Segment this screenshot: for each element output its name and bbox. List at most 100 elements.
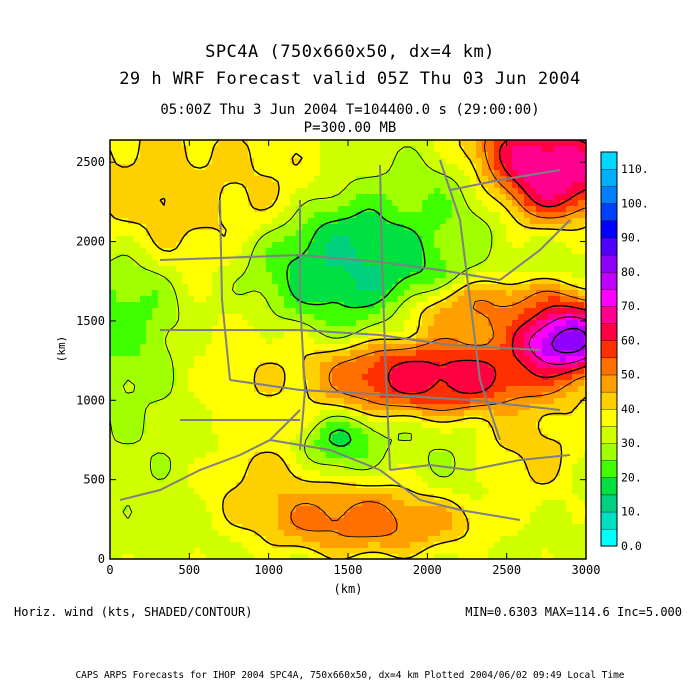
field-cell [500,482,507,489]
field-cell [500,446,507,453]
field-cell [518,176,525,183]
field-cell [404,236,411,243]
field-cell [320,350,327,357]
field-cell [560,398,567,405]
field-cell [290,374,297,381]
field-cell [500,194,507,201]
field-cell [260,140,267,147]
field-cell [170,320,177,327]
field-cell [500,200,507,207]
field-cell [122,152,129,159]
field-cell [170,362,177,369]
field-cell [236,158,243,165]
field-cell [134,242,141,249]
field-cell [134,440,141,447]
field-cell [260,158,267,165]
field-cell [212,200,219,207]
field-cell [182,194,189,201]
field-cell [338,410,345,417]
field-cell [554,218,561,225]
field-cell [566,272,573,279]
field-cell [194,476,201,483]
field-cell [362,458,369,465]
field-cell [254,236,261,243]
field-cell [230,320,237,327]
field-cell [572,356,579,363]
field-cell [548,230,555,237]
field-cell [128,170,135,177]
field-cell [308,182,315,189]
field-cell [302,368,309,375]
field-cell [440,452,447,459]
field-cell [284,140,291,147]
field-cell [308,326,315,333]
field-cell [548,260,555,267]
field-cell [128,254,135,261]
field-cell [428,284,435,291]
field-cell [308,200,315,207]
field-cell [482,362,489,369]
field-cell [212,470,219,477]
field-cell [170,158,177,165]
field-cell [230,176,237,183]
field-cell [386,302,393,309]
field-cell [350,470,357,477]
field-cell [176,494,183,501]
field-cell [116,320,123,327]
field-cell [428,494,435,501]
field-cell [386,362,393,369]
field-cell [536,284,543,291]
field-cell [506,362,513,369]
field-cell [212,350,219,357]
field-cell [350,488,357,495]
field-cell [116,494,123,501]
field-cell [296,398,303,405]
field-cell [284,260,291,267]
field-cell [554,140,561,147]
field-cell [500,296,507,303]
field-cell [566,500,573,507]
field-cell [326,224,333,231]
field-cell [242,194,249,201]
field-cell [122,200,129,207]
field-cell [566,482,573,489]
field-cell [182,242,189,249]
field-cell [416,410,423,417]
field-cell [188,200,195,207]
field-cell [224,464,231,471]
field-cell [224,452,231,459]
field-cell [218,452,225,459]
field-cell [578,416,585,423]
field-cell [392,464,399,471]
field-cell [302,428,309,435]
field-cell [494,458,501,465]
field-cell [470,332,477,339]
field-cell [494,446,501,453]
field-cell [248,374,255,381]
field-cell [422,254,429,261]
field-cell [176,296,183,303]
field-cell [578,260,585,267]
field-cell [248,368,255,375]
field-cell [542,458,549,465]
field-cell [464,176,471,183]
field-cell [176,212,183,219]
field-cell [218,194,225,201]
field-cell [326,332,333,339]
field-cell [500,278,507,285]
field-cell [536,164,543,171]
field-cell [344,224,351,231]
field-cell [458,182,465,189]
field-cell [320,284,327,291]
field-cell [290,452,297,459]
field-cell [494,194,501,201]
field-cell [392,416,399,423]
field-cell [578,140,585,147]
field-cell [116,440,123,447]
field-cell [194,350,201,357]
field-cell [272,188,279,195]
field-cell [386,170,393,177]
field-cell [290,266,297,273]
field-cell [326,440,333,447]
field-cell [242,380,249,387]
